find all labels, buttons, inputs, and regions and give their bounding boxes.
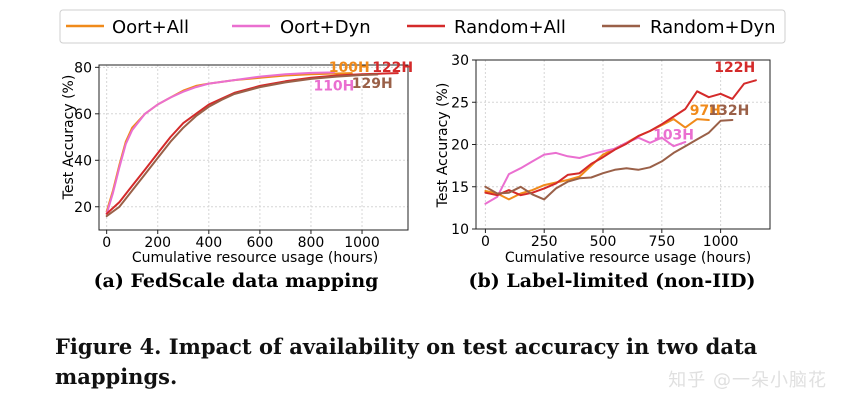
chart-a: Test Accuracy (%) Cumulative resource us… [61, 60, 413, 292]
chart-b-xtick-label: 500 [590, 234, 617, 250]
chart-a-series-random-dyn [105, 73, 379, 218]
chart-b-xtick-label: 750 [648, 234, 675, 250]
chart-b-ytick-label: 20 [451, 138, 469, 154]
chart-b-xtick-label: 1000 [703, 234, 739, 250]
legend-label-random-dyn: Random+Dyn [650, 17, 776, 38]
chart-a-plot-area [99, 65, 408, 230]
legend: Oort+All Oort+Dyn Random+All Random+Dyn [59, 9, 786, 44]
chart-a-frame [98, 64, 409, 231]
chart-b-ylabel: Test Accuracy (%) [435, 83, 451, 209]
watermark: 知乎 @一朵小脑花 [668, 370, 827, 391]
figure-caption: Figure 4. Impact of availability on test… [55, 334, 758, 389]
chart-a-xtick-label: 200 [144, 235, 171, 251]
legend-label-random-all: Random+All [454, 17, 566, 38]
chart-b-ytick-label: 10 [451, 222, 469, 238]
chart-a-annotation: 122H [372, 60, 413, 76]
chart-a-xtick-label: 400 [195, 235, 222, 251]
chart-a-xtick-label: 600 [247, 235, 274, 251]
chart-b-xtick-label: 250 [531, 234, 558, 250]
chart-a-ytick-label: 20 [74, 200, 92, 216]
chart-a-series-oort-dyn [105, 71, 335, 215]
chart-b-ytick-label: 15 [451, 180, 469, 196]
chart-a-xtick-label: 1000 [344, 235, 380, 251]
chart-a-ytick-label: 40 [74, 153, 92, 169]
chart-b-annotation: 103H [653, 127, 694, 143]
chart-b-annotation: 122H [714, 60, 755, 76]
chart-b-xlabel: Cumulative resource usage (hours) [505, 250, 751, 266]
chart-a-xtick-label: 800 [298, 235, 325, 251]
chart-b-annotation: 132H [708, 103, 749, 119]
chart-b: Test Accuracy (%) Cumulative resource us… [435, 53, 771, 292]
chart-a-xlabel: Cumulative resource usage (hours) [132, 250, 378, 266]
chart-b-ytick-label: 25 [451, 95, 469, 111]
legend-label-oort-dyn: Oort+Dyn [280, 17, 371, 38]
chart-a-series-random-all [105, 72, 399, 215]
chart-a-xtick-label: 0 [102, 235, 111, 251]
chart-b-xtick-label: 0 [481, 234, 490, 250]
chart-b-series-random-dyn [484, 119, 734, 201]
chart-a-ytick-label: 60 [74, 107, 92, 123]
legend-label-oort-all: Oort+All [112, 17, 189, 38]
chart-a-ylabel: Test Accuracy (%) [61, 75, 77, 201]
chart-b-ytick-label: 30 [451, 53, 469, 69]
chart-a-annotation: 100H [329, 60, 370, 76]
chart-b-annotation: 97H [690, 103, 721, 119]
chart-b-series-oort-dyn [484, 136, 687, 205]
chart-a-ytick-label: 80 [74, 60, 92, 76]
chart-a-title: (a) FedScale data mapping [94, 270, 379, 292]
chart-a-annotation: 129H [352, 76, 393, 92]
chart-a-annotation: 110H [313, 79, 354, 95]
chart-b-title: (b) Label-limited (non-IID) [469, 270, 756, 292]
